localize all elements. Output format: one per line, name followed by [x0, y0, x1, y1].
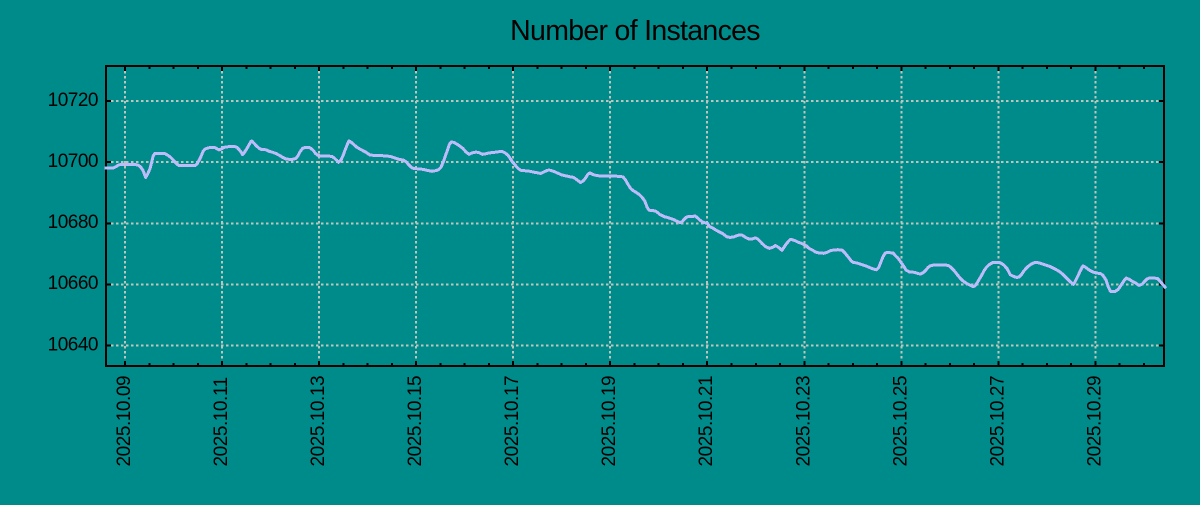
svg-text:2025.10.15: 2025.10.15 [405, 376, 426, 467]
svg-text:10720: 10720 [48, 90, 98, 111]
svg-text:10640: 10640 [48, 334, 98, 355]
svg-text:10660: 10660 [48, 273, 98, 294]
svg-text:10700: 10700 [48, 151, 98, 172]
svg-text:2025.10.09: 2025.10.09 [114, 376, 135, 467]
svg-text:2025.10.23: 2025.10.23 [793, 376, 814, 467]
svg-text:10680: 10680 [48, 212, 98, 233]
svg-text:2025.10.27: 2025.10.27 [987, 376, 1008, 467]
svg-text:2025.10.29: 2025.10.29 [1084, 376, 1105, 467]
svg-text:2025.10.21: 2025.10.21 [696, 376, 717, 467]
svg-text:2025.10.19: 2025.10.19 [599, 376, 620, 467]
svg-text:2025.10.17: 2025.10.17 [502, 376, 523, 467]
svg-text:Number of Instances: Number of Instances [510, 15, 760, 47]
svg-text:2025.10.13: 2025.10.13 [308, 376, 329, 467]
svg-text:2025.10.11: 2025.10.11 [211, 377, 232, 466]
svg-text:2025.10.25: 2025.10.25 [890, 376, 911, 467]
